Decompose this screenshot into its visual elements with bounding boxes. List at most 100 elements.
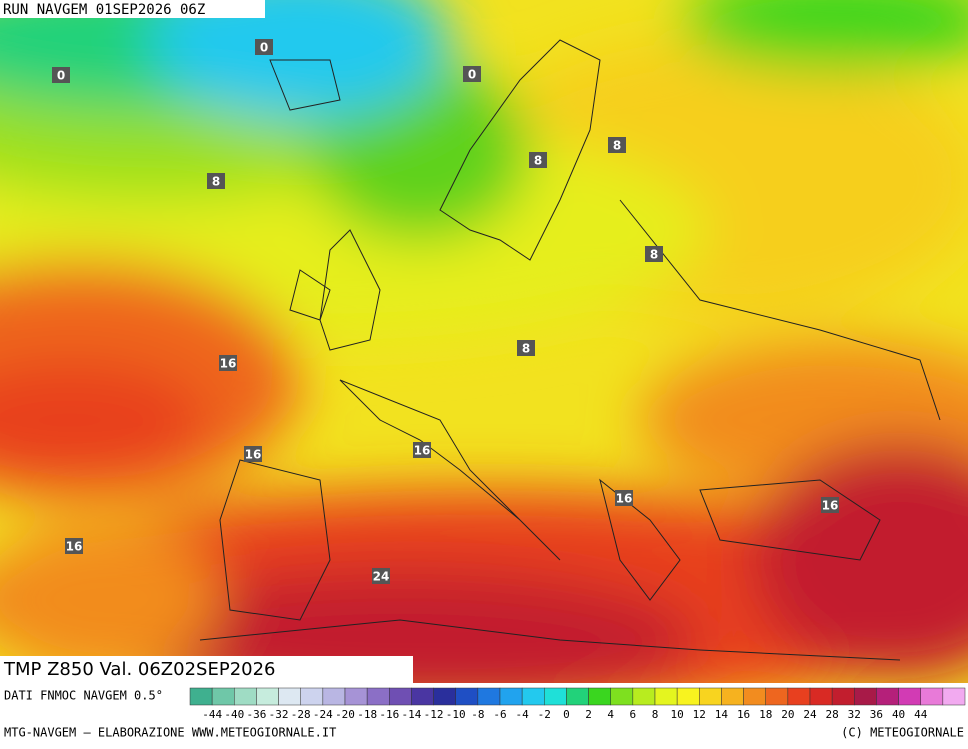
contour-label-box bbox=[463, 66, 481, 82]
legend-tick-label: 16 bbox=[737, 708, 750, 721]
contour-label-box bbox=[372, 568, 390, 584]
contour-label: 16 bbox=[66, 540, 83, 554]
color-swatch bbox=[433, 687, 456, 706]
color-swatch bbox=[898, 687, 921, 706]
legend-tick-label: -12 bbox=[424, 708, 444, 721]
copyright: (C) METEOGIORNALE bbox=[841, 726, 964, 740]
color-swatch bbox=[521, 687, 545, 706]
legend-tick-label: -6 bbox=[493, 708, 506, 721]
legend-tick-label: -16 bbox=[379, 708, 399, 721]
color-swatch bbox=[831, 687, 855, 706]
color-swatch bbox=[676, 687, 700, 706]
color-swatch bbox=[699, 687, 722, 706]
color-swatch bbox=[787, 687, 811, 706]
contour-label: 16 bbox=[822, 499, 839, 513]
legend-tick-label: 0 bbox=[563, 708, 570, 721]
color-swatch bbox=[344, 687, 368, 706]
color-swatch bbox=[544, 687, 567, 706]
contour-label: 16 bbox=[220, 357, 237, 371]
color-swatch bbox=[809, 687, 833, 706]
contour-label-box bbox=[615, 490, 633, 506]
legend-tick-label: -36 bbox=[246, 708, 266, 721]
legend-tick-label: 44 bbox=[914, 708, 928, 721]
contour-label-box bbox=[413, 442, 431, 458]
contour-label: 8 bbox=[522, 342, 530, 356]
legend-tick-label: 24 bbox=[803, 708, 817, 721]
color-swatch bbox=[211, 687, 235, 706]
contour-label: 0 bbox=[57, 69, 65, 83]
legend-tick-label: 4 bbox=[607, 708, 614, 721]
legend-tick-label: -32 bbox=[269, 708, 289, 721]
contour-label-box bbox=[65, 538, 83, 554]
color-swatch bbox=[411, 687, 434, 706]
legend-tick-label: 6 bbox=[630, 708, 637, 721]
product-label: TMP Z850 Val. 06Z02SEP2026 bbox=[3, 659, 276, 680]
contour-label: 16 bbox=[414, 444, 431, 458]
color-swatch bbox=[765, 687, 789, 706]
color-swatch bbox=[876, 687, 899, 706]
legend-tick-label: -20 bbox=[335, 708, 355, 721]
contour-label: 8 bbox=[534, 154, 542, 168]
title-box bbox=[0, 0, 265, 18]
contour-label-box bbox=[529, 152, 547, 168]
legend-tick-label: -8 bbox=[471, 708, 484, 721]
legend-tick-label: -44 bbox=[202, 708, 222, 721]
legend-tick-label: 20 bbox=[781, 708, 794, 721]
legend-tick-label: 36 bbox=[870, 708, 883, 721]
color-swatch bbox=[743, 687, 766, 706]
contour-label: 8 bbox=[613, 139, 621, 153]
coastlines bbox=[199, 39, 941, 661]
contour-label: 8 bbox=[650, 248, 658, 262]
contour-label-box bbox=[219, 355, 237, 371]
color-swatch bbox=[366, 687, 390, 706]
contour-label: 0 bbox=[260, 41, 268, 55]
legend-tick-label: 28 bbox=[826, 708, 839, 721]
legend-tick-label: -24 bbox=[313, 708, 333, 721]
run-title: RUN NAVGEM 01SEP2026 06Z bbox=[3, 2, 205, 18]
legend-tick-label: 2 bbox=[585, 708, 592, 721]
contour-label-box bbox=[517, 340, 535, 356]
contour-label-box bbox=[255, 39, 273, 55]
color-swatch bbox=[632, 687, 656, 706]
source-label: DATI FNMOC NAVGEM 0.5° bbox=[4, 689, 163, 703]
contour-label-box bbox=[244, 446, 262, 462]
credit: MTG-NAVGEM — ELABORAZIONE WWW.METEOGIORN… bbox=[4, 726, 336, 740]
color-swatch bbox=[499, 687, 523, 706]
contour-label-box bbox=[645, 246, 663, 262]
color-swatch bbox=[256, 687, 279, 706]
color-swatch bbox=[477, 687, 501, 706]
color-swatch bbox=[300, 687, 324, 706]
contour-label-box bbox=[608, 137, 626, 153]
color-swatch bbox=[566, 687, 589, 706]
color-swatch bbox=[610, 687, 634, 706]
legend-tick-label: -28 bbox=[291, 708, 311, 721]
color-swatch bbox=[588, 687, 611, 706]
color-swatch bbox=[234, 687, 257, 706]
contour-label: 16 bbox=[616, 492, 633, 506]
contour-label: 0 bbox=[468, 68, 476, 82]
legend-tick-label: -10 bbox=[446, 708, 466, 721]
legend-tick-label: 32 bbox=[848, 708, 861, 721]
color-swatch bbox=[920, 687, 944, 706]
legend-tick-label: -4 bbox=[516, 708, 530, 721]
contour-label-box bbox=[821, 497, 839, 513]
contour-label: 24 bbox=[373, 570, 390, 584]
legend-tick-label: 18 bbox=[759, 708, 772, 721]
legend-tick-label: 10 bbox=[671, 708, 684, 721]
legend-tick-label: 40 bbox=[892, 708, 905, 721]
color-swatch bbox=[278, 687, 301, 706]
product-box bbox=[0, 656, 413, 683]
contour-label: 8 bbox=[212, 175, 220, 189]
color-swatch bbox=[455, 687, 479, 706]
contour-label-box bbox=[207, 173, 225, 189]
legend-tick-label: 8 bbox=[652, 708, 659, 721]
legend-tick-label: -2 bbox=[538, 708, 551, 721]
color-swatch bbox=[721, 687, 744, 706]
color-swatch bbox=[389, 687, 412, 706]
color-swatch bbox=[942, 687, 966, 706]
legend-tick-label: -14 bbox=[401, 708, 421, 721]
temperature-field bbox=[0, 0, 968, 683]
legend-tick-label: 12 bbox=[693, 708, 706, 721]
